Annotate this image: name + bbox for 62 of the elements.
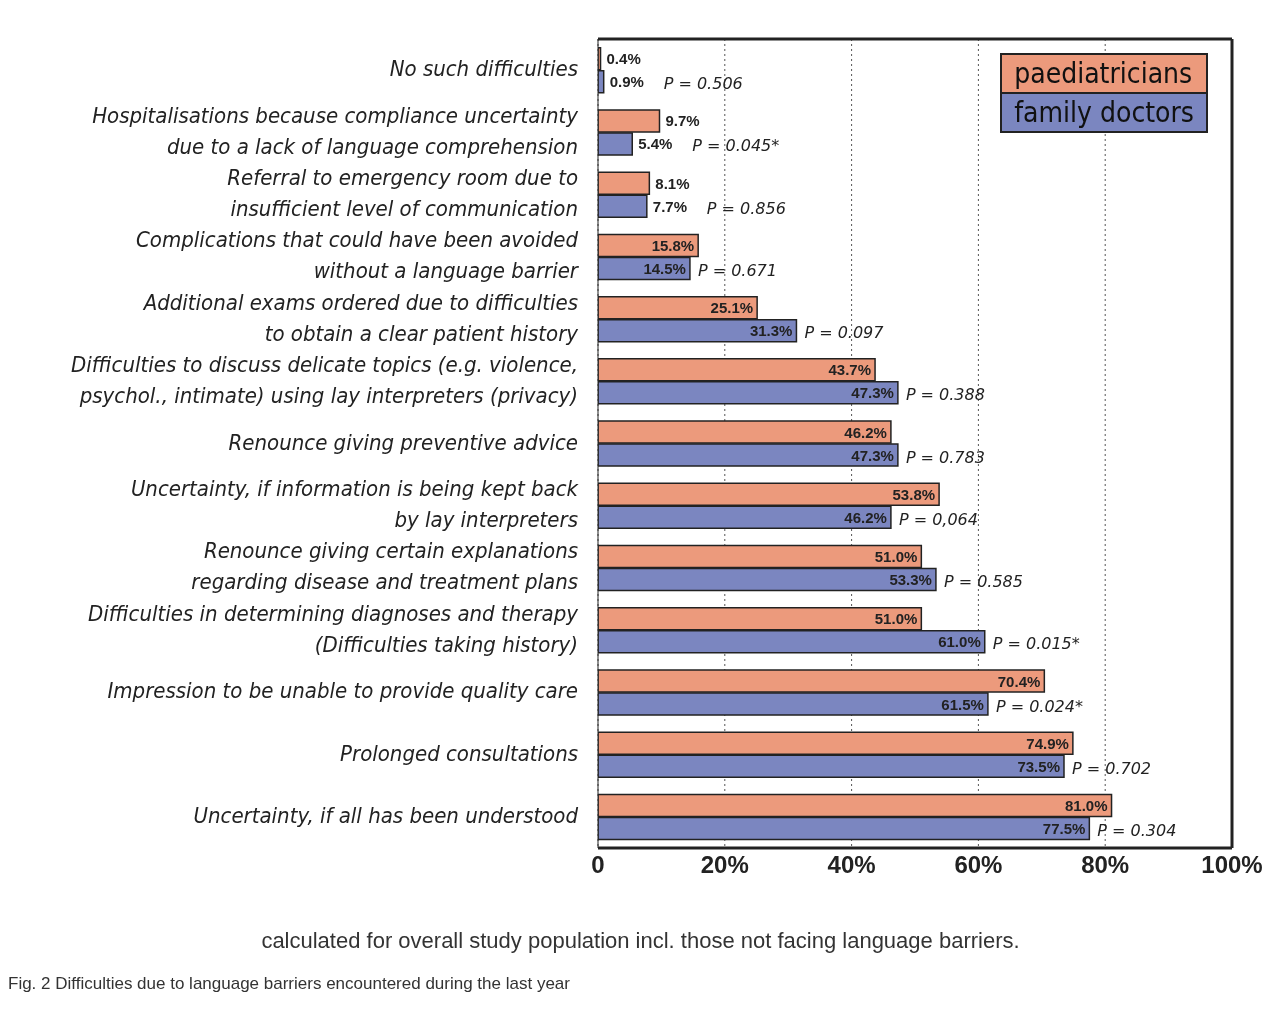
y-tick-label: Additional exams ordered due to difficulties to obtain a clear patient history xyxy=(141,289,579,346)
annotation: P = 0.783 xyxy=(905,447,985,467)
annotation: P = 0.045* xyxy=(692,136,780,156)
y-tick-label: Difficulties to discuss delicate topics (e.g. violence, psychol., intimate) using lay interpreters (privacy) xyxy=(71,351,578,408)
data-label: 47.3% xyxy=(851,446,894,464)
data-label: 15.8% xyxy=(651,236,695,254)
data-label: 53.3% xyxy=(889,571,932,589)
data-label: 74.9% xyxy=(1026,734,1069,752)
y-tick-label: Uncertainty, if information is being kept back by lay interpreters xyxy=(130,476,580,533)
data-label: 70.4% xyxy=(997,672,1041,690)
data-label: 77.5% xyxy=(1042,819,1086,837)
data-label: 25.1% xyxy=(710,299,754,317)
annotation: P = 0.024* xyxy=(995,696,1083,716)
x-tick-label: 0 xyxy=(591,851,605,879)
y-tick-label: Complications that could have been avoided without a language barrier xyxy=(135,227,580,284)
data-label: 9.7% xyxy=(665,112,700,130)
data-label: 46.2% xyxy=(844,508,887,526)
data-label: 61.5% xyxy=(941,695,984,713)
y-tick-label: Impression to be unable to provide quality care xyxy=(107,678,578,704)
data-label: 61.0% xyxy=(938,633,981,651)
y-tick-label: Renounce giving preventive advice xyxy=(228,429,578,455)
x-tick-label: 100% xyxy=(1201,851,1263,879)
annotation: P = 0.856 xyxy=(706,198,786,218)
annotation: P = 0.506 xyxy=(663,74,743,94)
x-tick-label: 40% xyxy=(827,851,876,879)
annotation: P = 0.388 xyxy=(905,385,985,405)
y-tick-label: Hospitalisations because compliance uncertainty due to a lack of language comprehension xyxy=(92,102,579,159)
annotation: P = 0.097 xyxy=(804,323,885,343)
data-label: 53.8% xyxy=(892,485,936,503)
caption: Fig. 2 Difficulties due to language barriers encountered during the last year xyxy=(8,974,571,994)
y-tick-label: Uncertainty, if all has been understood xyxy=(193,802,579,828)
data-label: 81.0% xyxy=(1064,796,1108,814)
text: calculated for overall study population incl. those not facing language barriers. xyxy=(260,928,1021,954)
data-label: 51.0% xyxy=(874,548,918,566)
y-tick-label: Difficulties in determining diagnoses and therapy (Difficulties taking history) xyxy=(88,600,579,657)
data-label: 31.3% xyxy=(749,322,793,340)
x-tick-label: 20% xyxy=(700,851,749,879)
data-label: 0.9% xyxy=(609,73,644,91)
x-tick-label: 80% xyxy=(1081,851,1130,879)
data-label: 47.3% xyxy=(851,384,894,402)
data-label: 43.7% xyxy=(828,361,872,379)
data-label: 7.7% xyxy=(652,197,688,215)
text: family doctors xyxy=(1002,92,1206,131)
data-label: 5.4% xyxy=(638,135,673,153)
annotation: P = 0.585 xyxy=(943,572,1023,592)
data-label: 8.1% xyxy=(655,174,690,192)
annotation: P = 0,064 xyxy=(898,509,978,529)
y-tick-label: No such difficulties xyxy=(389,56,578,82)
data-label: 46.2% xyxy=(844,423,887,441)
data-label: 14.5% xyxy=(643,259,686,277)
y-tick-label: Renounce giving certain explanations regarding disease and treatment plans xyxy=(191,538,578,595)
y-tick-label: Referral to emergency room due to insufficient level of communication xyxy=(227,165,578,222)
annotation: P = 0.702 xyxy=(1071,758,1152,778)
annotation: P = 0.304 xyxy=(1097,820,1177,840)
annotation: P = 0.015* xyxy=(992,634,1080,654)
x-tick-label: 60% xyxy=(954,851,1003,879)
data-label: 0.4% xyxy=(606,50,641,68)
data-label: 73.5% xyxy=(1017,757,1060,775)
annotation: P = 0.671 xyxy=(697,260,777,280)
text: paediatricians xyxy=(1002,55,1206,92)
data-label: 51.0% xyxy=(874,610,918,628)
y-tick-label: Prolonged consultations xyxy=(340,740,578,766)
